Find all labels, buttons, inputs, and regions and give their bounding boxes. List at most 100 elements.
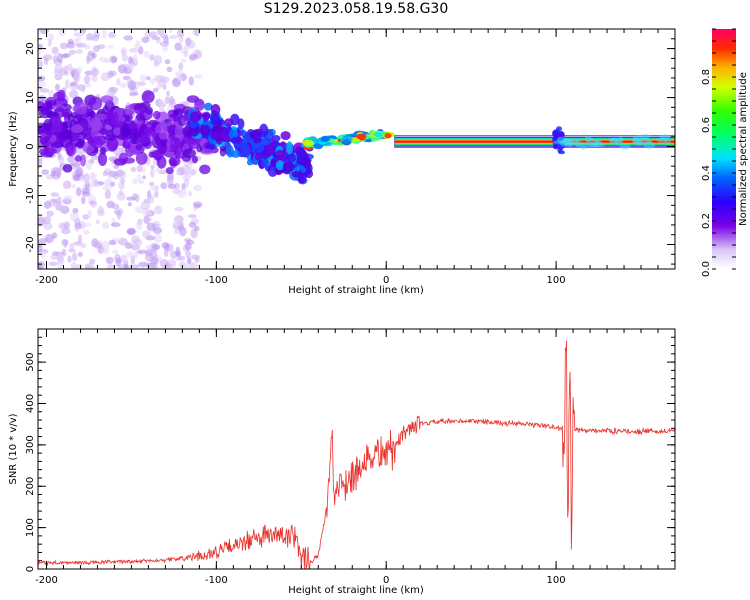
spectrogram-blob	[237, 118, 245, 129]
spectrogram-blob	[168, 35, 178, 39]
snr-frame	[37, 328, 676, 570]
spectrogram-blob	[132, 238, 143, 247]
spectrogram-blob	[643, 141, 656, 149]
spectrogram-blob	[48, 261, 58, 267]
spectrogram-blob	[656, 137, 667, 143]
spectrogram-blob	[162, 85, 167, 90]
spectrogram-blob	[617, 136, 625, 142]
snr-ytick-label: 500	[25, 353, 36, 372]
spectrogram-blob	[174, 207, 184, 212]
spectrogram-blob	[111, 56, 118, 63]
spectrogram-blob	[138, 261, 148, 268]
spectrogram-blob	[55, 203, 65, 211]
spectrogram-blob	[341, 139, 352, 146]
spectrogram-blob	[84, 262, 95, 269]
spectrogram-blob	[70, 262, 77, 269]
spectrogram-blob	[122, 141, 131, 149]
spectrogram-blob	[152, 227, 163, 234]
spectrogram-blob	[75, 42, 86, 48]
spectrogram-blob	[595, 139, 602, 144]
spectrogram-blob	[51, 251, 60, 256]
spectrogram-blob	[65, 144, 75, 157]
spectrogram-blob	[270, 158, 278, 168]
spectrogram-blob	[73, 32, 84, 37]
spectrogram-blob	[90, 119, 103, 132]
spectrogram-blob	[146, 76, 151, 81]
spectrogram-blob	[110, 70, 117, 77]
spectrogram-blob	[104, 189, 111, 200]
spectrogram-blob	[38, 216, 46, 226]
spectrogram-blob	[133, 53, 138, 64]
snr-xtick-label: 0	[383, 575, 389, 586]
spectrogram-blob	[160, 76, 170, 83]
spectrogram-blob	[559, 141, 570, 147]
spectrogram-blob	[574, 139, 582, 147]
spectrogram-blob	[165, 167, 174, 175]
spectrogram-blob	[183, 50, 188, 58]
spectrogram-blob	[98, 152, 108, 166]
spectrogram-blob	[135, 151, 148, 165]
spectrogram-blob	[174, 148, 181, 159]
spectrogram-blob	[178, 33, 184, 43]
narrow-band-outline	[394, 135, 675, 148]
spectrogram-blob	[101, 221, 110, 230]
spectrogram-blob	[154, 190, 159, 198]
spectrogram-blob	[43, 200, 52, 209]
spectrogram-blob	[146, 222, 156, 232]
spectrogram-blob	[260, 137, 272, 146]
spectrogram-blob	[67, 114, 75, 123]
spectrogram-blob	[177, 224, 184, 232]
spectrogram-blob	[291, 171, 301, 178]
spectrogram-blob	[135, 143, 143, 151]
spectrogram-blob	[73, 38, 79, 45]
spectrogram-blob	[79, 174, 89, 183]
spectrogram-ylabel: Frequency (Hz)	[8, 111, 19, 187]
spectrogram-blob	[100, 248, 110, 255]
spectrogram-blob	[174, 42, 182, 51]
spectrogram-blob	[168, 243, 174, 252]
spectrogram-blob	[118, 237, 128, 246]
spectrogram-blob	[39, 29, 50, 35]
spectrogram-xtick-label: -100	[205, 275, 228, 286]
snr-ticks: -200 -100 0 100 0 100 200 300 400 500	[25, 328, 676, 586]
spectrogram-blob	[142, 230, 151, 239]
spectrogram-blob	[176, 74, 184, 82]
spectrogram-blob	[552, 144, 558, 148]
spectrogram-blob	[203, 102, 213, 111]
spectrogram-blob	[149, 181, 155, 187]
spectrogram-blob	[58, 29, 66, 37]
snr-ytick-label: 300	[25, 435, 36, 454]
spectrogram-blob	[106, 263, 115, 269]
spectrogram-blob	[633, 135, 643, 142]
spectrogram-blob	[154, 233, 162, 244]
spectrogram-blob	[158, 99, 163, 107]
spectrogram-blob	[75, 187, 82, 197]
colorbar-tick-label: 0.2	[701, 213, 712, 229]
spectrogram-blob	[62, 121, 73, 129]
spectrogram-blob	[108, 31, 116, 39]
spectrogram-blob	[127, 80, 137, 91]
spectrogram-blob	[210, 104, 221, 116]
spectrogram-blob	[91, 52, 97, 59]
spectrogram-ytick-label: 10	[25, 91, 36, 104]
colorbar: 0.0 0.2 0.4 0.6 0.8 Normalized spectral ampl…	[701, 28, 749, 277]
spectrogram-blob	[149, 185, 160, 191]
snr-xtick-label: -100	[205, 575, 228, 586]
spectrogram-blob	[124, 242, 133, 249]
spectrogram-blob	[114, 253, 121, 264]
spectrogram-frame	[37, 28, 676, 270]
spectrogram-blob	[253, 142, 265, 153]
spectrogram-blob	[39, 135, 49, 145]
spectrogram-blob	[286, 153, 297, 163]
spectrogram-blob	[177, 189, 187, 198]
spectrogram-blob	[116, 210, 122, 220]
spectrogram-blob	[51, 46, 59, 55]
spectrogram-blob	[52, 232, 58, 239]
snr-series-line	[38, 340, 675, 569]
spectrogram-blob	[640, 134, 650, 140]
spectrogram-blob	[154, 205, 163, 215]
spectrogram-blob	[118, 180, 125, 190]
spectrogram-blob	[86, 32, 94, 41]
spectrogram-blob	[46, 210, 54, 217]
